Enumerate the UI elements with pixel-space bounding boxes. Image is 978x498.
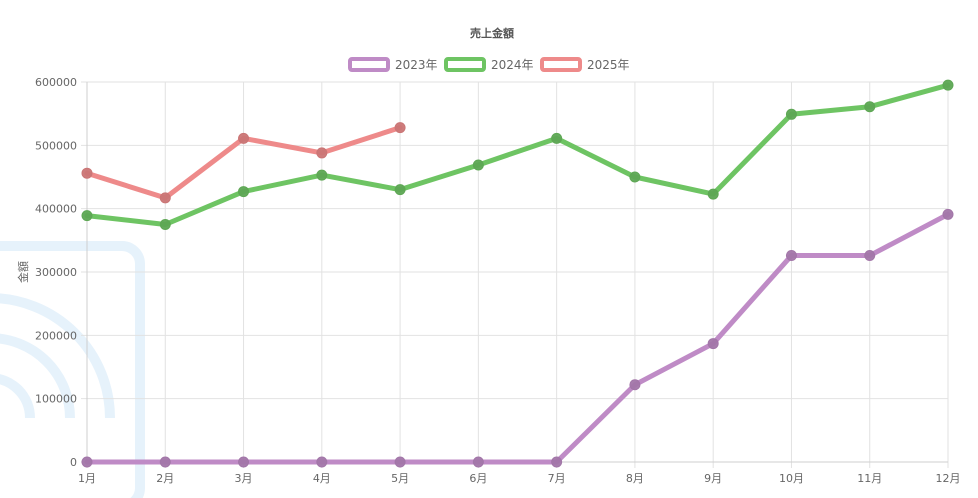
data-point[interactable] xyxy=(864,101,876,113)
watermark xyxy=(0,241,145,498)
data-point[interactable] xyxy=(707,338,719,350)
x-tick-label: 10月 xyxy=(779,472,804,485)
data-point[interactable] xyxy=(316,456,328,468)
data-point[interactable] xyxy=(159,456,171,468)
data-point[interactable] xyxy=(629,379,641,391)
x-tick-label: 7月 xyxy=(548,472,566,485)
x-tick-label: 9月 xyxy=(704,472,722,485)
legend-item[interactable]: 2024年 xyxy=(444,57,534,72)
x-tick-label: 1月 xyxy=(78,472,96,485)
data-point[interactable] xyxy=(551,132,563,144)
data-point[interactable] xyxy=(472,159,484,171)
y-tick-label: 200000 xyxy=(35,329,77,342)
y-tick-label: 600000 xyxy=(35,76,77,89)
x-tick-label: 2月 xyxy=(156,472,174,485)
y-tick-label: 0 xyxy=(70,456,77,469)
data-point[interactable] xyxy=(316,147,328,159)
data-point[interactable] xyxy=(159,192,171,204)
data-point[interactable] xyxy=(864,250,876,262)
data-point[interactable] xyxy=(81,167,93,179)
legend: 2023年 2024年 2025年 xyxy=(348,57,630,72)
legend-swatch xyxy=(348,57,390,72)
chart-title: 売上金額 xyxy=(470,26,514,40)
series-2025年 xyxy=(81,122,406,204)
data-point[interactable] xyxy=(238,186,250,198)
x-tick-label: 5月 xyxy=(391,472,409,485)
data-point[interactable] xyxy=(316,169,328,181)
y-tick-label: 300000 xyxy=(35,266,77,279)
data-point[interactable] xyxy=(629,171,641,183)
series-group xyxy=(81,79,954,468)
series-line xyxy=(84,211,951,465)
data-point[interactable] xyxy=(81,456,93,468)
series-2023年 xyxy=(81,208,954,468)
x-tick-label: 3月 xyxy=(235,472,253,485)
y-tick-label: 400000 xyxy=(35,203,77,216)
series-line xyxy=(84,82,951,227)
x-tick-label: 8月 xyxy=(626,472,644,485)
data-point[interactable] xyxy=(394,184,406,196)
legend-label: 2025年 xyxy=(587,58,630,72)
data-point[interactable] xyxy=(81,210,93,222)
series-2024年 xyxy=(81,79,954,230)
legend-label: 2024年 xyxy=(491,58,534,72)
y-tick-label: 100000 xyxy=(35,393,77,406)
data-point[interactable] xyxy=(942,79,954,91)
data-point[interactable] xyxy=(159,219,171,230)
legend-item[interactable]: 2023年 xyxy=(348,57,438,72)
grid xyxy=(81,81,949,468)
data-point[interactable] xyxy=(707,188,719,200)
y-axis-ticks: 0 100000 200000 300000 400000 500000 600000 xyxy=(35,76,77,469)
data-point[interactable] xyxy=(238,132,250,144)
legend-swatch xyxy=(444,57,486,72)
legend-item[interactable]: 2025年 xyxy=(540,57,630,72)
x-tick-label: 12月 xyxy=(936,472,961,485)
x-axis-ticks: 1月 2月 3月 4月 5月 6月 7月 8月 9月 10月 11月 12月 xyxy=(78,472,961,485)
x-tick-label: 11月 xyxy=(857,472,882,485)
data-point[interactable] xyxy=(942,208,954,220)
data-point[interactable] xyxy=(394,122,406,134)
y-tick-label: 500000 xyxy=(35,139,77,152)
data-point[interactable] xyxy=(472,456,484,468)
data-point[interactable] xyxy=(238,456,250,468)
data-point[interactable] xyxy=(551,456,563,468)
data-point[interactable] xyxy=(394,456,406,468)
legend-label: 2023年 xyxy=(395,58,438,72)
data-point[interactable] xyxy=(785,108,797,120)
x-tick-label: 4月 xyxy=(313,472,331,485)
data-point[interactable] xyxy=(785,250,797,262)
legend-swatch xyxy=(540,57,582,72)
y-axis-title: 金額 xyxy=(16,261,30,283)
x-tick-label: 6月 xyxy=(469,472,487,485)
